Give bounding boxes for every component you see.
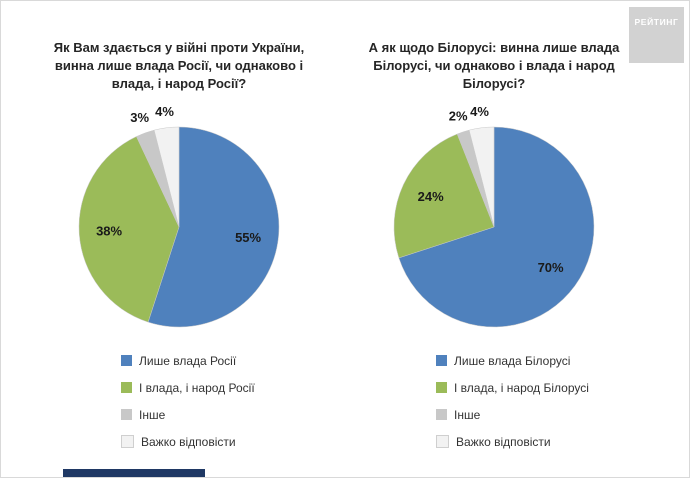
legend-swatch	[121, 435, 134, 448]
legend-item: Лише влада Росії	[121, 347, 329, 374]
slice-label: 2%	[449, 109, 468, 124]
pie-slice	[468, 126, 495, 228]
pie-chart-belarus: 70% 24% 2% 4%	[344, 101, 644, 343]
pie-chart-russia: 55% 38% 3% 4%	[29, 101, 329, 343]
legend-swatch	[436, 409, 447, 420]
legend-item: І влада, і народ Білорусі	[436, 374, 644, 401]
legend-label: Інше	[454, 407, 481, 422]
slice-label: 4%	[155, 104, 174, 119]
legend-item: Інше	[121, 401, 329, 428]
rating-group-logo: РЕЙТИНГ	[629, 7, 684, 63]
chart-title-belarus: А як щодо Білорусі: винна лише влада Біл…	[368, 40, 620, 92]
legend-item: Інше	[436, 401, 644, 428]
slice-label: 3%	[130, 110, 149, 125]
chart-russia: Як Вам здається у війні проти України, в…	[29, 39, 329, 455]
pie-slice	[147, 126, 280, 328]
chart-title-russia: Як Вам здається у війні проти України, в…	[53, 40, 305, 92]
legend-label: Інше	[139, 407, 166, 422]
legend-russia: Лише влада Росії І влада, і народ Росії Ін…	[121, 347, 329, 455]
legend-item: Лише влада Білорусі	[436, 347, 644, 374]
pie-slice	[78, 136, 180, 323]
footer-bar	[63, 469, 205, 477]
charts-row: Як Вам здається у війні проти України, в…	[1, 1, 689, 455]
pie-slice	[153, 126, 180, 228]
slice-label: 4%	[470, 104, 489, 119]
legend-label: І влада, і народ Росії	[139, 380, 255, 395]
logo-text: РЕЙТИНГ	[634, 17, 679, 27]
legend-swatch	[121, 382, 132, 393]
legend-swatch	[436, 355, 447, 366]
legend-swatch	[436, 435, 449, 448]
pie-slice	[393, 133, 495, 259]
legend-label: І влада, і народ Білорусі	[454, 380, 589, 395]
legend-belarus: Лише влада Білорусі І влада, і народ Біло…	[436, 347, 644, 455]
legend-swatch	[121, 355, 132, 366]
legend-label: Важко відповісти	[456, 434, 551, 449]
legend-item: І влада, і народ Росії	[121, 374, 329, 401]
legend-swatch	[436, 382, 447, 393]
pie-svg: 55% 38% 3% 4%	[78, 104, 280, 328]
pie-svg: 70% 24% 2% 4%	[393, 104, 595, 328]
slice-label: 55%	[235, 230, 261, 245]
legend-label: Лише влада Білорусі	[454, 353, 571, 368]
chart-belarus: А як щодо Білорусі: винна лише влада Біл…	[344, 39, 644, 455]
slice-label: 24%	[418, 189, 444, 204]
slice-label: 70%	[538, 260, 564, 275]
slice-label: 38%	[96, 223, 122, 238]
legend-swatch	[121, 409, 132, 420]
legend-item: Важко відповісти	[436, 428, 644, 455]
pie-slice	[398, 126, 595, 328]
legend-label: Лише влада Росії	[139, 353, 237, 368]
legend-label: Важко відповісти	[141, 434, 236, 449]
legend-item: Важко відповісти	[121, 428, 329, 455]
